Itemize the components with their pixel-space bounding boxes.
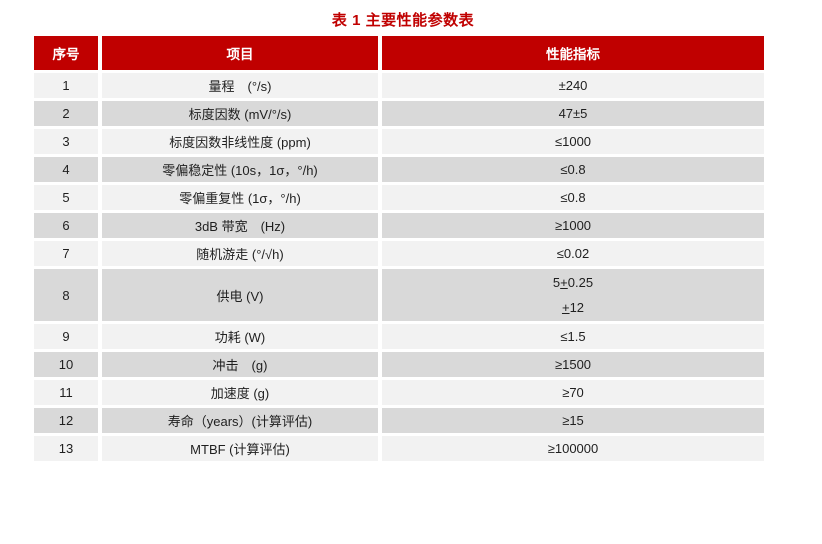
cell-value: ≤0.8: [382, 157, 764, 182]
cell-value: ≥100000: [382, 436, 764, 461]
cell-item: 冲击 (g): [102, 352, 378, 377]
cell-no: 3: [34, 129, 98, 154]
cell-no: 10: [34, 352, 98, 377]
table-row: 1 量程 (°/s) ±240: [34, 73, 764, 98]
table-title: 表 1 主要性能参数表: [331, 12, 475, 29]
table-body: 1 量程 (°/s) ±240 2 标度因数 (mV/°/s) 47±5 3 标度因数非线性度…: [34, 73, 764, 461]
cell-no: 8: [34, 269, 98, 321]
value-line: +12: [561, 300, 585, 315]
cell-no: 11: [34, 380, 98, 405]
table-row: 5 零偏重复性 (1σ，°/h) ≤0.8: [34, 185, 764, 210]
cell-item: 供电 (V): [102, 269, 378, 321]
table-row: 13 MTBF (计算评估) ≥100000: [34, 436, 764, 461]
cell-value: ≤0.8: [382, 185, 764, 210]
table-row: 12 寿命（years）(计算评估) ≥15: [34, 408, 764, 433]
cell-item: 零偏稳定性 (10s，1σ，°/h): [102, 157, 378, 182]
table-row: 10 冲击 (g) ≥1500: [34, 352, 764, 377]
table-row: 7 随机游走 (°/√h) ≤0.02: [34, 241, 764, 266]
cell-value: ≥1500: [382, 352, 764, 377]
cell-value: ≥1000: [382, 213, 764, 238]
header-cell-value: 性能指标: [382, 36, 764, 70]
cell-item: 零偏重复性 (1σ，°/h): [102, 185, 378, 210]
cell-value: ≤1.5: [382, 324, 764, 349]
cell-no: 6: [34, 213, 98, 238]
cell-value: 5+0.25 +12: [382, 269, 764, 321]
cell-no: 2: [34, 101, 98, 126]
cell-value: ≤1000: [382, 129, 764, 154]
cell-no: 4: [34, 157, 98, 182]
cell-value: ≤0.02: [382, 241, 764, 266]
table-row: 3 标度因数非线性度 (ppm) ≤1000: [34, 129, 764, 154]
cell-item: 量程 (°/s): [102, 73, 378, 98]
value-line: 5+0.25: [552, 275, 594, 290]
cell-item: 加速度 (g): [102, 380, 378, 405]
cell-no: 12: [34, 408, 98, 433]
cell-no: 7: [34, 241, 98, 266]
table-header-row: 序号 项目 性能指标: [34, 36, 764, 70]
table-row: 11 加速度 (g) ≥70: [34, 380, 764, 405]
cell-item: MTBF (计算评估): [102, 436, 378, 461]
cell-item: 随机游走 (°/√h): [102, 241, 378, 266]
table-row: 6 3dB 带宽 (Hz) ≥1000: [34, 213, 764, 238]
cell-item: 标度因数 (mV/°/s): [102, 101, 378, 126]
table-row: 8 供电 (V) 5+0.25 +12: [34, 269, 764, 321]
performance-table: 序号 项目 性能指标 1 量程 (°/s) ±240 2 标度因数 (mV/°/s) 47…: [30, 33, 768, 464]
header-cell-no: 序号: [34, 36, 98, 70]
table-row: 2 标度因数 (mV/°/s) 47±5: [34, 101, 764, 126]
cell-no: 1: [34, 73, 98, 98]
cell-item: 3dB 带宽 (Hz): [102, 213, 378, 238]
cell-value: ±240: [382, 73, 764, 98]
cell-no: 9: [34, 324, 98, 349]
table-row: 9 功耗 (W) ≤1.5: [34, 324, 764, 349]
cell-item: 标度因数非线性度 (ppm): [102, 129, 378, 154]
cell-no: 5: [34, 185, 98, 210]
cell-no: 13: [34, 436, 98, 461]
table-row: 4 零偏稳定性 (10s，1σ，°/h) ≤0.8: [34, 157, 764, 182]
header-cell-item: 项目: [102, 36, 378, 70]
cell-value: ≥15: [382, 408, 764, 433]
cell-item: 寿命（years）(计算评估): [102, 408, 378, 433]
cell-value: ≥70: [382, 380, 764, 405]
cell-item: 功耗 (W): [102, 324, 378, 349]
cell-value: 47±5: [382, 101, 764, 126]
